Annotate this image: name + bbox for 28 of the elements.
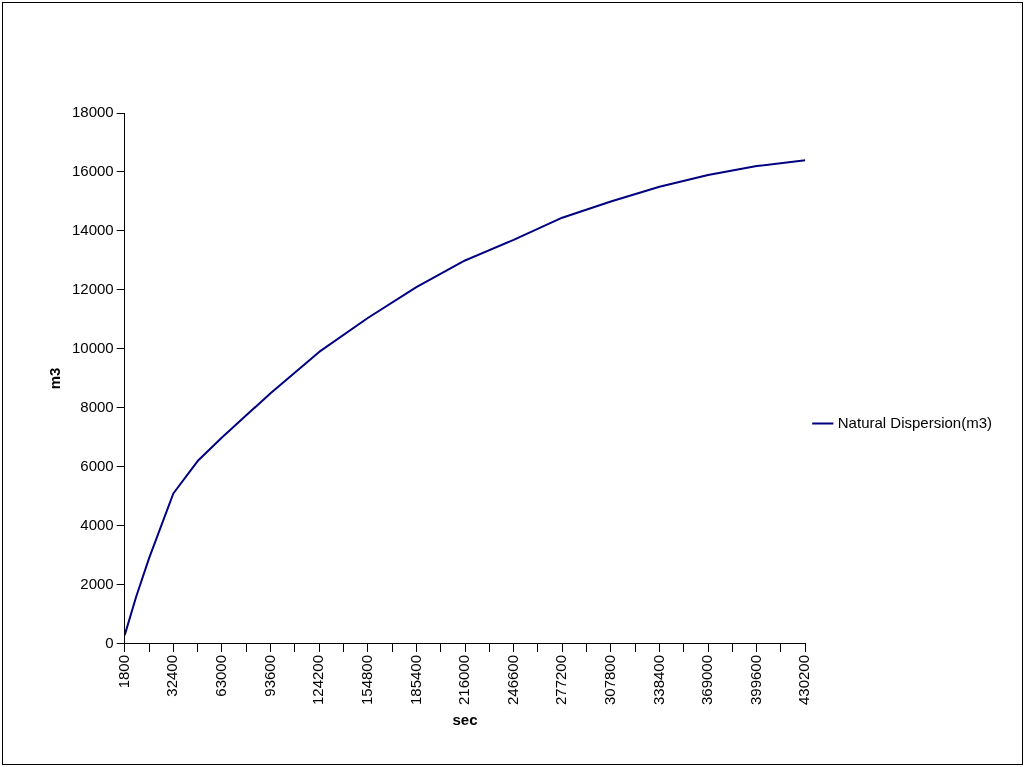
y-tick-label: 4000 [80, 516, 114, 534]
x-tick-label: 307800 [600, 654, 618, 706]
x-tick-label: 154800 [357, 654, 375, 706]
x-tick-label: 124200 [309, 654, 327, 706]
y-axis-title: m3 [46, 367, 64, 390]
y-tick-label: 14000 [71, 221, 114, 239]
x-tick-label: 63000 [212, 654, 230, 697]
x-tick-label: 430200 [795, 654, 813, 706]
y-tick-label: 8000 [80, 398, 114, 416]
y-tick-label: 0 [105, 634, 114, 652]
y-tick-label: 6000 [80, 457, 114, 475]
x-tick-label: 185400 [406, 654, 424, 706]
legend-label: Natural Dispersion(m3) [837, 413, 993, 431]
y-tick-label: 16000 [71, 162, 114, 180]
x-tick-label: 1800 [114, 654, 132, 689]
x-tick-label: 216000 [455, 654, 473, 706]
y-tick-label: 18000 [71, 103, 114, 121]
x-tick-label: 93600 [260, 654, 278, 697]
x-tick-label: 338400 [649, 654, 667, 706]
y-tick-label: 12000 [71, 280, 114, 298]
x-tick-label: 246600 [503, 654, 521, 706]
y-tick-label: 10000 [71, 339, 114, 357]
x-tick-label: 399600 [746, 654, 764, 706]
y-tick-label: 2000 [80, 575, 114, 593]
x-tick-label: 32400 [163, 654, 181, 697]
x-tick-label: 277200 [552, 654, 570, 706]
x-tick-label: 369000 [698, 654, 716, 706]
x-axis-title: sec [452, 711, 478, 729]
